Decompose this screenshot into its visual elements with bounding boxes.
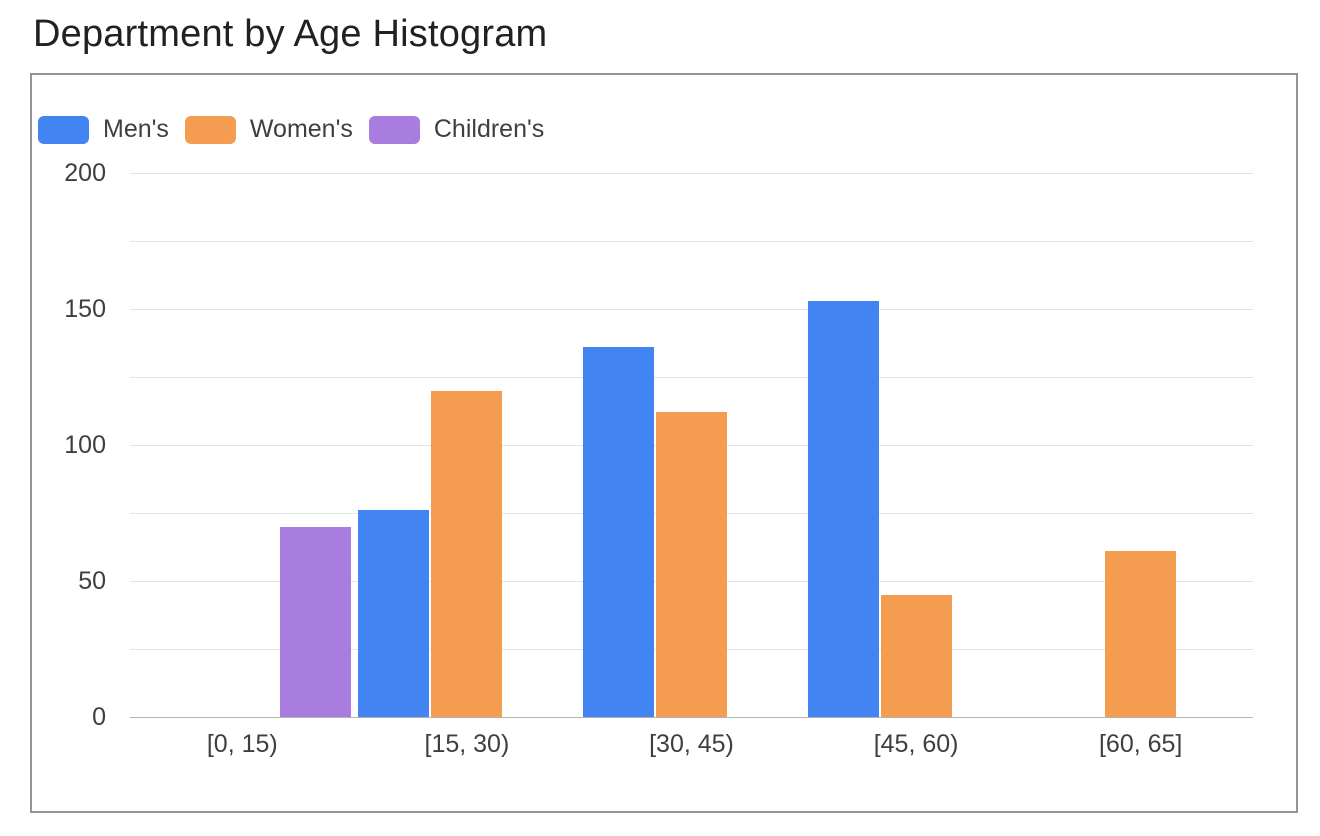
- legend-swatch-women-s: [184, 115, 236, 144]
- y-axis-label-50: 50: [78, 567, 106, 595]
- legend-label-men-s: Men's: [103, 115, 169, 143]
- bar-group-0-15: [130, 173, 355, 717]
- gridline-125: [130, 377, 1253, 378]
- x-axis-label-15-30: [15, 30): [424, 730, 510, 758]
- legend-swatch-children-s: [368, 115, 420, 144]
- bar-group-30-45: [579, 173, 804, 717]
- bar-men-s-30-45[interactable]: [582, 347, 654, 717]
- bar-women-s-45-60[interactable]: [880, 594, 952, 717]
- legend-label-children-s: Children's: [433, 115, 545, 143]
- y-axis-label-0: 0: [92, 703, 106, 731]
- legend-swatch-men-s: [38, 115, 89, 144]
- chart-card: Men's Women's Children's 0 50 100 150 200 [0, …: [30, 73, 1298, 813]
- x-axis-label-30-45: [30, 45): [649, 730, 734, 758]
- bar-men-s-15-30[interactable]: [358, 510, 430, 717]
- y-axis-label-100: 100: [64, 431, 106, 459]
- bar-men-s-45-60[interactable]: [807, 300, 879, 717]
- x-axis-baseline: [130, 717, 1253, 718]
- gridline-150: [130, 309, 1253, 310]
- gridline-175: [130, 241, 1253, 242]
- legend-label-women-s: Women's: [249, 115, 353, 143]
- legend-item-women-s[interactable]: Women's: [184, 115, 353, 144]
- chart-legend: Men's Women's Children's: [38, 115, 560, 144]
- legend-item-children-s[interactable]: Children's: [368, 115, 545, 144]
- y-axis-label-200: 200: [64, 159, 106, 187]
- bar-women-s-60-65[interactable]: [1105, 551, 1177, 717]
- bar-group-45-60: [804, 173, 1029, 717]
- gridline-200: [130, 173, 1253, 174]
- x-axis-label-60-65: [60, 65]: [1098, 730, 1183, 758]
- bar-women-s-30-45[interactable]: [655, 412, 727, 717]
- bar-children-s-0-15[interactable]: [279, 526, 351, 717]
- plot-area: [130, 173, 1253, 718]
- bar-group-60-65: [1028, 173, 1253, 717]
- bar-groups: [130, 173, 1253, 717]
- bar-women-s-15-30[interactable]: [431, 390, 503, 717]
- bar-group-15-30: [355, 173, 580, 717]
- legend-item-men-s[interactable]: Men's: [38, 115, 169, 144]
- chart-title: Department by Age Histogram: [33, 13, 548, 55]
- x-axis-label-0-15: [0, 15): [206, 730, 278, 758]
- y-axis-label-150: 150: [64, 295, 106, 323]
- x-axis-label-45-60: [45, 60): [873, 730, 959, 758]
